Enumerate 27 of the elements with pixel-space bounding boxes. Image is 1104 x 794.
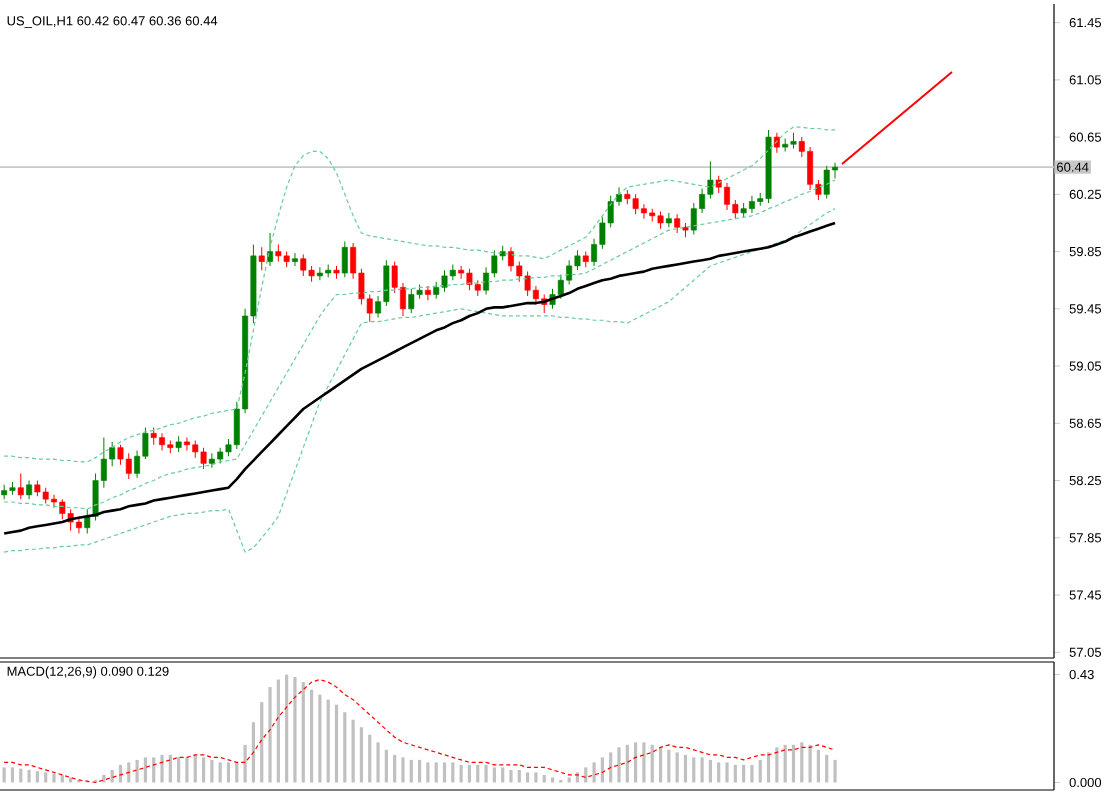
candlestick (26, 480, 33, 500)
candlestick (632, 193, 639, 215)
candlestick (341, 241, 348, 278)
candlestick (267, 232, 273, 267)
candlestick (208, 452, 215, 469)
candlestick (383, 259, 390, 307)
candlestick (200, 447, 207, 470)
candlestick (466, 268, 473, 291)
candlestick (258, 246, 265, 271)
candlestick (408, 288, 415, 314)
candlestick (117, 444, 124, 466)
candlestick (557, 273, 564, 300)
candlestick (458, 265, 465, 280)
candlestick (84, 508, 91, 534)
candlestick (424, 285, 431, 301)
candlestick (125, 452, 132, 480)
candlestick (524, 271, 531, 297)
candlestick (441, 269, 448, 293)
candlestick (674, 213, 681, 234)
candlestick (292, 252, 298, 267)
candlestick (823, 165, 830, 200)
candlestick (300, 253, 307, 277)
candlestick (616, 186, 622, 207)
candlestick (17, 472, 24, 500)
candlestick (773, 132, 780, 154)
candlestick (59, 498, 66, 520)
candlestick (690, 202, 697, 235)
